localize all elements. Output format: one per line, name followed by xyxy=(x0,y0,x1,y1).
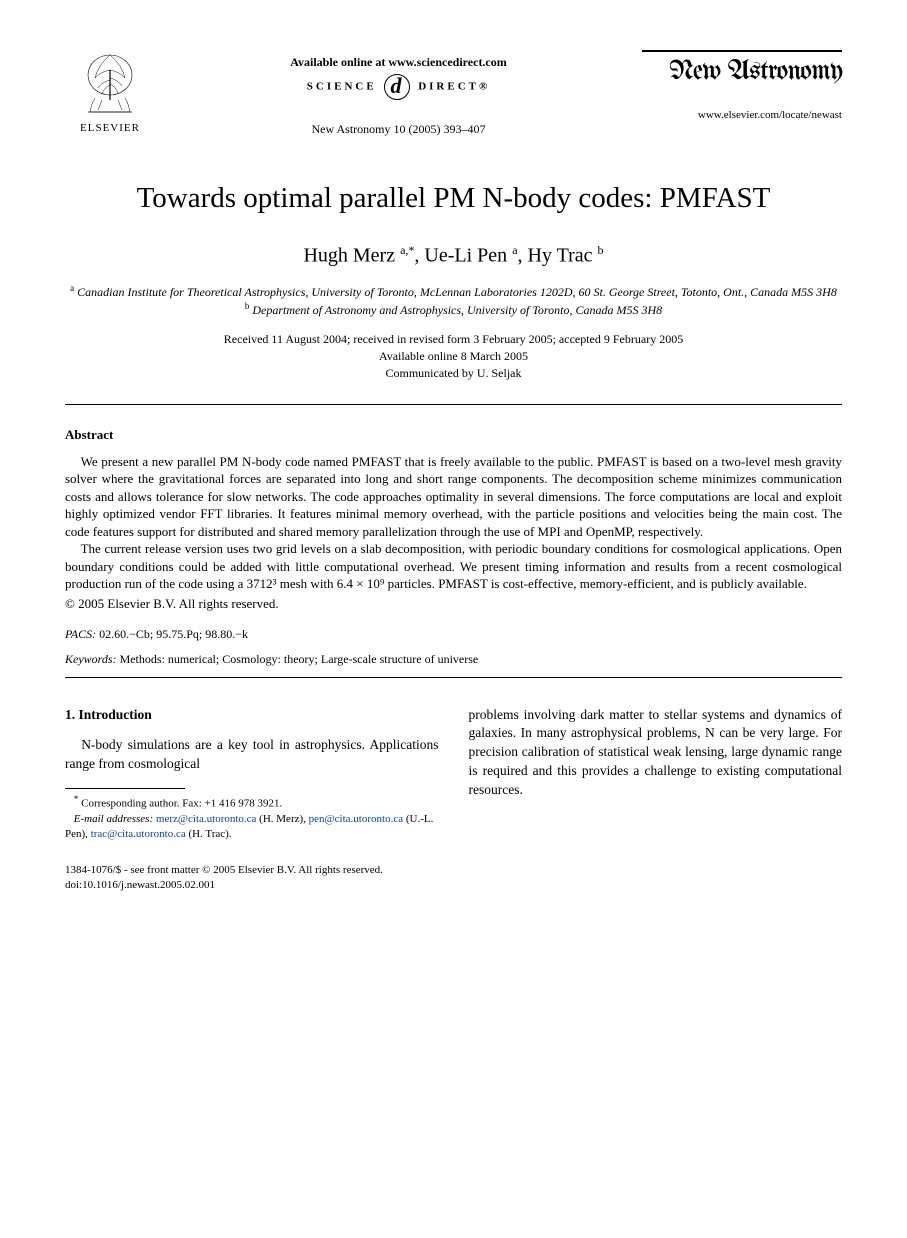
abstract-p1: We present a new parallel PM N-body code… xyxy=(65,453,842,541)
email-pen[interactable]: pen@cita.utoronto.ca xyxy=(309,813,403,825)
dates-communicated: Communicated by U. Seljak xyxy=(65,365,842,382)
intro-p1-left: N-body simulations are a key tool in ast… xyxy=(65,736,439,774)
publisher-logo-block: ELSEVIER xyxy=(65,50,155,134)
citation-line: New Astronomy 10 (2005) 393–407 xyxy=(312,122,486,137)
email-merz[interactable]: merz@cita.utoronto.ca xyxy=(156,813,257,825)
keywords-text: Methods: numerical; Cosmology: theory; L… xyxy=(120,652,479,666)
corr-text: Corresponding author. Fax: +1 416 978 39… xyxy=(81,798,282,810)
page-footer: 1384-1076/$ - see front matter © 2005 El… xyxy=(65,863,842,892)
sd-left: SCIENCE xyxy=(307,81,377,93)
abstract-block: Abstract We present a new parallel PM N-… xyxy=(65,427,842,667)
journal-url: www.elsevier.com/locate/newast xyxy=(642,109,842,121)
publisher-label: ELSEVIER xyxy=(80,122,140,134)
pacs-codes: 02.60.−Cb; 95.75.Pq; 98.80.−k xyxy=(99,627,248,641)
affiliation-a-text: Canadian Institute for Theoretical Astro… xyxy=(77,285,837,299)
dates-online: Available online 8 March 2005 xyxy=(65,348,842,365)
dates-received: Received 11 August 2004; received in rev… xyxy=(65,331,842,348)
footnotes: * Corresponding author. Fax: +1 416 978 … xyxy=(65,793,439,841)
header-center: Available online at www.sciencedirect.co… xyxy=(155,50,642,137)
footer-front-matter: 1384-1076/$ - see front matter © 2005 El… xyxy=(65,863,842,877)
email1-name: (H. Merz), xyxy=(259,813,306,825)
email3-name: (H. Trac). xyxy=(188,828,231,840)
journal-block: New Astronomy www.elsevier.com/locate/ne… xyxy=(642,50,842,121)
elsevier-tree-icon xyxy=(80,50,140,120)
science-direct-logo: SCIENCE d DIRECT® xyxy=(307,74,490,100)
affiliation-b-text: Department of Astronomy and Astrophysics… xyxy=(252,303,662,317)
email-addresses: E-mail addresses: merz@cita.utoronto.ca … xyxy=(65,812,439,842)
affiliation-b: b Department of Astronomy and Astrophysi… xyxy=(65,300,842,319)
rule-below-keywords xyxy=(65,677,842,678)
email-label: E-mail addresses: xyxy=(74,813,153,825)
authors-line: Hugh Merz a,*, Ue-Li Pen a, Hy Trac b xyxy=(65,243,842,268)
pacs-line: PACS: 02.60.−Cb; 95.75.Pq; 98.80.−k xyxy=(65,627,842,642)
journal-name: New Astronomy xyxy=(642,58,842,87)
abstract-copyright: © 2005 Elsevier B.V. All rights reserved… xyxy=(65,595,842,613)
section-1-heading: 1. Introduction xyxy=(65,706,439,725)
affiliation-a: a Canadian Institute for Theoretical Ast… xyxy=(65,282,842,301)
intro-p1-right: problems involving dark matter to stella… xyxy=(469,706,843,800)
dates-block: Received 11 August 2004; received in rev… xyxy=(65,331,842,381)
column-left: 1. Introduction N-body simulations are a… xyxy=(65,706,439,842)
paper-title: Towards optimal parallel PM N-body codes… xyxy=(65,182,842,215)
footer-doi: doi:10.1016/j.newast.2005.02.001 xyxy=(65,878,842,892)
keywords-label: Keywords: xyxy=(65,652,117,666)
sd-at-icon: d xyxy=(384,74,410,100)
abstract-text: We present a new parallel PM N-body code… xyxy=(65,453,842,613)
available-online-text: Available online at www.sciencedirect.co… xyxy=(290,55,507,70)
rule-above-abstract xyxy=(65,404,842,405)
journal-rule xyxy=(642,50,842,52)
pacs-label: PACS: xyxy=(65,627,96,641)
affiliations: a Canadian Institute for Theoretical Ast… xyxy=(65,282,842,320)
footnote-rule xyxy=(65,788,185,789)
corresponding-author: * Corresponding author. Fax: +1 416 978 … xyxy=(65,793,439,812)
column-right: problems involving dark matter to stella… xyxy=(469,706,843,842)
abstract-heading: Abstract xyxy=(65,427,842,443)
body-columns: 1. Introduction N-body simulations are a… xyxy=(65,706,842,842)
page-header: ELSEVIER Available online at www.science… xyxy=(65,50,842,137)
sd-right: DIRECT® xyxy=(418,81,490,93)
keywords-line: Keywords: Methods: numerical; Cosmology:… xyxy=(65,652,842,667)
email-trac[interactable]: trac@cita.utoronto.ca xyxy=(91,828,186,840)
abstract-p2: The current release version uses two gri… xyxy=(65,540,842,593)
